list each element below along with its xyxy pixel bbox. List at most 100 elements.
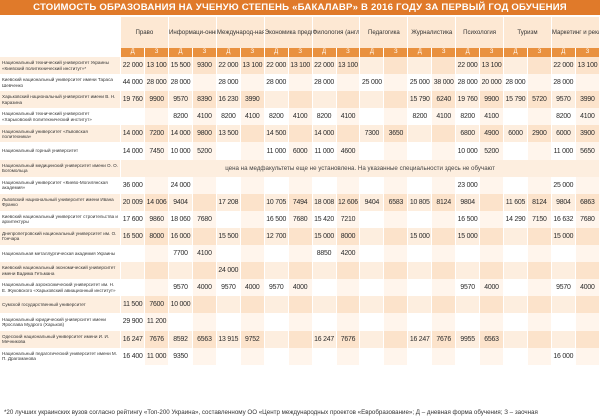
price-cell: 15 000 bbox=[407, 227, 433, 246]
subject-header: Филология (англ.) bbox=[312, 17, 361, 48]
price-cell: 9570 bbox=[168, 91, 193, 109]
subject-header: Информаци-онные техно-логии bbox=[168, 17, 217, 48]
price-cell: 16 500 bbox=[455, 210, 481, 228]
price-cell bbox=[240, 227, 265, 246]
price-cell: 4600 bbox=[336, 142, 361, 160]
day-form-label: Д bbox=[120, 48, 146, 57]
price-cell: 7210 bbox=[336, 210, 361, 228]
table-row: Одесский национальный университет имени … bbox=[0, 330, 600, 348]
price-cell bbox=[216, 210, 241, 228]
price-cell: 19 760 bbox=[120, 91, 146, 109]
price-cell: 7300 bbox=[359, 125, 385, 143]
price-cell: 6563 bbox=[479, 330, 505, 348]
table-row: Киевский национальный университет имени … bbox=[0, 74, 600, 92]
day-form-label: Д bbox=[503, 48, 528, 57]
price-cell: 13 915 bbox=[216, 330, 241, 348]
price-cell bbox=[527, 347, 552, 365]
table-row: Национальный медицинский университет име… bbox=[0, 159, 600, 177]
price-cell bbox=[120, 108, 146, 126]
price-cell: 4100 bbox=[240, 108, 265, 126]
price-cell bbox=[383, 279, 409, 297]
table-row: Харьковский национальный университет име… bbox=[0, 91, 600, 109]
price-cell bbox=[288, 296, 313, 314]
price-cell bbox=[479, 227, 505, 246]
price-cell bbox=[383, 74, 409, 92]
university-name: Национальный университет «Киево-Могилянс… bbox=[0, 176, 122, 194]
price-cell: 11 200 bbox=[144, 313, 170, 331]
table-row: Национальный технический университет «Ха… bbox=[0, 108, 600, 126]
price-cell: 20 000 bbox=[479, 74, 505, 92]
price-cell bbox=[359, 313, 385, 331]
price-cell: 28 000 bbox=[168, 74, 193, 92]
university-name: Национальный педагогический университет … bbox=[0, 347, 122, 365]
price-cell bbox=[240, 125, 265, 143]
price-cell bbox=[383, 142, 409, 160]
price-cell bbox=[479, 245, 505, 263]
university-name: Национальный технический университет Укр… bbox=[0, 57, 122, 75]
price-cell bbox=[120, 279, 146, 297]
price-cell: 4000 bbox=[240, 279, 265, 297]
price-cell: 19 760 bbox=[455, 91, 481, 109]
price-cell bbox=[527, 108, 552, 126]
price-cell: 6000 bbox=[551, 125, 576, 143]
price-cell bbox=[407, 296, 433, 314]
price-cell bbox=[359, 245, 385, 263]
price-cell: 14 006 bbox=[144, 193, 170, 211]
price-cell: 4100 bbox=[575, 108, 600, 126]
price-cell bbox=[264, 296, 289, 314]
price-cell: 44 000 bbox=[120, 74, 146, 92]
price-cell: 10 000 bbox=[168, 142, 193, 160]
price-cell bbox=[455, 262, 481, 280]
price-cell: 7680 bbox=[192, 210, 217, 228]
table-row: Национальный юридический университет име… bbox=[0, 313, 600, 331]
price-cell bbox=[407, 262, 433, 280]
price-cell: 7680 bbox=[575, 210, 600, 228]
price-cell bbox=[288, 91, 313, 109]
price-cell: 3650 bbox=[383, 125, 409, 143]
table-row: Национальная металлургическая академия У… bbox=[0, 245, 600, 263]
price-cell bbox=[264, 176, 289, 194]
price-cell bbox=[455, 313, 481, 331]
price-cell bbox=[383, 108, 409, 126]
price-cell: 9404 bbox=[359, 193, 385, 211]
price-cell bbox=[431, 279, 457, 297]
price-cell: 14 500 bbox=[264, 125, 289, 143]
price-cell: 29 900 bbox=[120, 313, 146, 331]
price-cell: 15 500 bbox=[168, 57, 193, 75]
university-name: Национальный аэрокосмический университет… bbox=[0, 279, 122, 297]
price-cell bbox=[503, 330, 528, 348]
price-cell: 7700 bbox=[168, 245, 193, 263]
price-cell bbox=[503, 245, 528, 263]
price-cell: 14 000 bbox=[120, 142, 146, 160]
correspondence-form-label: З bbox=[240, 48, 265, 57]
price-cell: 16 000 bbox=[551, 347, 576, 365]
price-cell: 2900 bbox=[527, 125, 552, 143]
price-cell bbox=[288, 227, 313, 246]
price-cell: 16 247 bbox=[120, 330, 146, 348]
price-cell bbox=[383, 91, 409, 109]
price-cell: 28 000 bbox=[144, 74, 170, 92]
price-cell bbox=[359, 57, 385, 75]
price-cell bbox=[312, 91, 337, 109]
price-cell: 28 000 bbox=[551, 74, 576, 92]
price-cell bbox=[383, 57, 409, 75]
price-cell bbox=[192, 347, 217, 365]
price-cell: 16 632 bbox=[551, 210, 576, 228]
price-cell: 28 000 bbox=[264, 74, 289, 92]
price-cell bbox=[431, 57, 457, 75]
price-cell bbox=[240, 74, 265, 92]
price-cell: 8000 bbox=[144, 227, 170, 246]
price-cell: 13 100 bbox=[575, 57, 600, 75]
price-cell: 3990 bbox=[575, 91, 600, 109]
price-cell: 8390 bbox=[192, 91, 217, 109]
table-row: Национальный горный университет 14 000 745… bbox=[0, 142, 600, 160]
price-cell bbox=[479, 193, 505, 211]
row-note: цена на медфакультеты еще не установлена… bbox=[120, 159, 600, 177]
price-cell: 4000 bbox=[575, 279, 600, 297]
price-cell bbox=[120, 245, 146, 263]
price-cell bbox=[431, 227, 457, 246]
price-cell bbox=[479, 262, 505, 280]
price-cell bbox=[383, 313, 409, 331]
price-cell bbox=[383, 330, 409, 348]
